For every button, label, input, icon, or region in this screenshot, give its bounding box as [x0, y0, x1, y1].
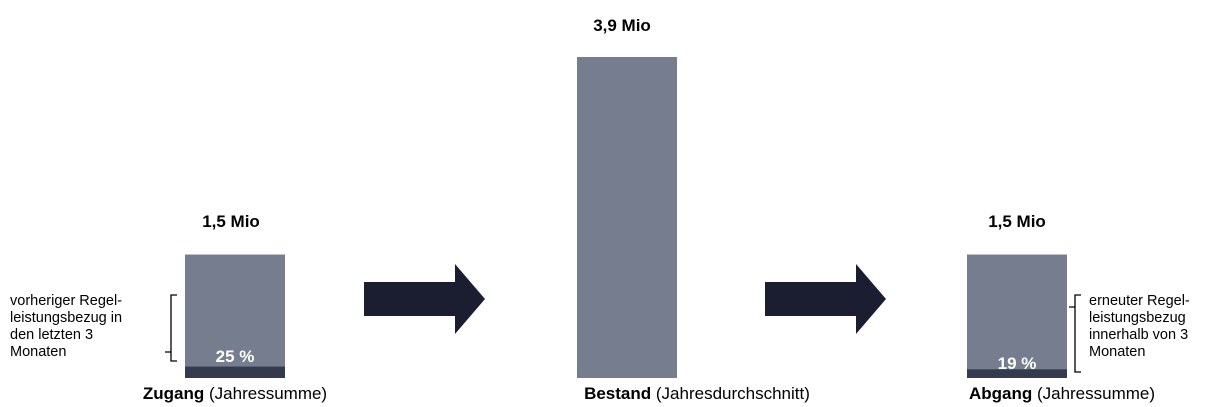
- share-label-abgang: 19 %: [997, 354, 1037, 373]
- bar-abgang-share-segment: [967, 369, 1067, 378]
- bar-bestand: [577, 57, 677, 378]
- arrow-right-icon: [364, 264, 485, 334]
- value-label-zugang: 1,5 Mio: [202, 212, 260, 231]
- category-label-bestand: Bestand (Jahresdurchschnitt): [584, 384, 810, 403]
- value-label-bestand: 3,9 Mio: [593, 16, 651, 35]
- note-zugang: vorheriger Regel- leistungsbezug in den …: [10, 293, 123, 360]
- bar-zugang: [185, 254, 285, 378]
- left-bracket: [165, 294, 177, 362]
- arrow-right-icon: [765, 264, 886, 334]
- right-bracket: [1069, 294, 1081, 373]
- category-label-zugang: Zugang (Jahressumme): [142, 384, 328, 403]
- category-label-abgang: Abgang (Jahressumme): [968, 384, 1156, 403]
- bar-abgang: [967, 254, 1067, 378]
- bar-zugang-share-segment: [185, 366, 285, 378]
- value-label-abgang: 1,5 Mio: [988, 212, 1046, 231]
- share-label-zugang: 25 %: [215, 347, 255, 366]
- note-abgang: erneuter Regel- leistungsbezug innerhalb…: [1089, 293, 1190, 360]
